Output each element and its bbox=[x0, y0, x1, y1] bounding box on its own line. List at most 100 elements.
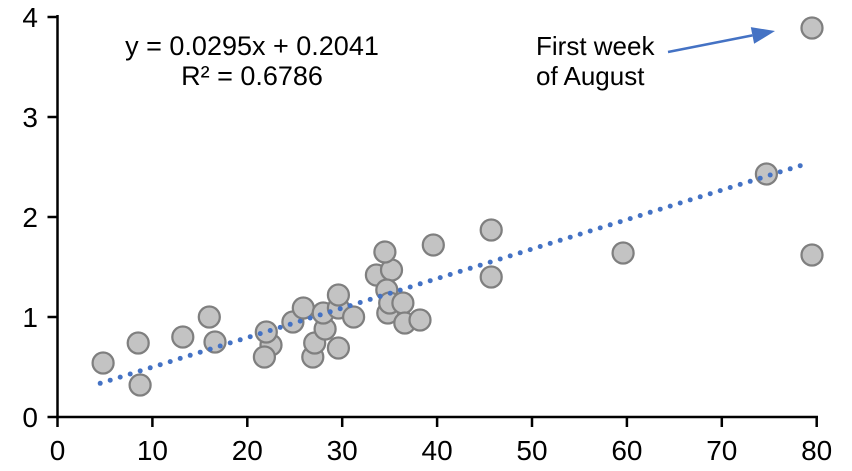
trendline-dot bbox=[687, 197, 693, 203]
trendline-dot bbox=[247, 334, 253, 340]
trendline-dot bbox=[447, 272, 453, 277]
data-point bbox=[373, 240, 397, 264]
trendline-dot bbox=[217, 343, 223, 349]
trendline-dot bbox=[487, 259, 493, 265]
equation-r-squared: R² = 0.6786 bbox=[181, 61, 323, 91]
trendline bbox=[97, 163, 803, 386]
trendline-dot bbox=[737, 181, 743, 187]
trendline-dot bbox=[657, 206, 663, 212]
trendline-dot bbox=[547, 240, 553, 246]
data-point bbox=[197, 305, 221, 329]
trendline-dot bbox=[437, 275, 443, 281]
y-tick-label: 1 bbox=[22, 302, 38, 333]
trendline-dot bbox=[337, 306, 343, 312]
data-point bbox=[171, 325, 195, 349]
trendline-dot bbox=[647, 209, 653, 215]
trendline-dot bbox=[477, 262, 483, 268]
trendline-dot bbox=[787, 166, 793, 172]
x-tick-label: 80 bbox=[801, 435, 832, 466]
trendline-dot bbox=[667, 203, 673, 209]
trendline-dot bbox=[157, 362, 163, 368]
y-tick-label: 3 bbox=[22, 102, 38, 133]
data-point bbox=[611, 241, 635, 265]
data-point bbox=[291, 296, 315, 320]
trendline-dot bbox=[287, 321, 293, 327]
trendline-dot bbox=[747, 178, 753, 184]
trendline-dot bbox=[637, 213, 643, 218]
trendline-dot bbox=[137, 368, 143, 374]
trendline-dot bbox=[617, 219, 623, 225]
trendline-dot bbox=[167, 359, 173, 365]
trendline-dot bbox=[557, 237, 563, 243]
trendline-dot bbox=[127, 371, 133, 377]
trendline-dot bbox=[237, 337, 243, 343]
trendline-dot bbox=[587, 228, 593, 234]
data-point bbox=[252, 345, 277, 369]
x-tick-label: 20 bbox=[232, 435, 263, 466]
data-point bbox=[128, 373, 152, 397]
trendline-dot bbox=[577, 231, 583, 237]
trendline-dot bbox=[147, 365, 153, 371]
data-point bbox=[800, 16, 824, 40]
trendline-dot bbox=[207, 346, 213, 352]
trendline-dot bbox=[227, 340, 233, 346]
trendline-dot bbox=[257, 331, 263, 337]
trendline-dot bbox=[527, 247, 533, 253]
annotation-arrow-line bbox=[667, 34, 753, 54]
data-point bbox=[91, 351, 115, 375]
x-tick-label: 10 bbox=[137, 435, 168, 466]
trendline-dot bbox=[767, 172, 773, 178]
data-point bbox=[326, 283, 351, 307]
data-point bbox=[341, 305, 366, 329]
trendline-dot bbox=[727, 185, 733, 190]
trendline-dot bbox=[497, 256, 503, 262]
y-tick-label: 2 bbox=[22, 202, 38, 233]
trendline-dot bbox=[397, 287, 403, 293]
trendline-dot bbox=[757, 175, 763, 181]
trendline-dot bbox=[307, 315, 313, 321]
data-point bbox=[408, 308, 432, 332]
trendline-dot bbox=[177, 355, 183, 361]
trendline-dot bbox=[467, 265, 473, 271]
trendline-dot bbox=[777, 169, 783, 175]
data-point bbox=[254, 320, 278, 344]
trendline-dot bbox=[327, 309, 333, 315]
x-tick-label: 0 bbox=[50, 435, 66, 466]
trendline-dot bbox=[377, 293, 383, 299]
data-point bbox=[479, 218, 503, 242]
x-tick-label: 30 bbox=[327, 435, 358, 466]
data-point bbox=[800, 243, 824, 267]
data-point bbox=[126, 331, 150, 355]
trendline-dot bbox=[417, 281, 423, 287]
trendline-dot bbox=[697, 194, 703, 200]
y-tick-label: 4 bbox=[22, 2, 38, 33]
trendline-dot bbox=[607, 222, 613, 228]
trendline-dot bbox=[357, 300, 363, 305]
data-point bbox=[326, 336, 351, 360]
data-point bbox=[391, 291, 415, 315]
trendline-dot bbox=[507, 253, 513, 259]
annotation-text-line2: of August bbox=[536, 61, 645, 91]
x-tick-label: 50 bbox=[516, 435, 547, 466]
trendline-dot bbox=[717, 188, 723, 194]
trendline-dot bbox=[347, 303, 353, 309]
trendline-dot bbox=[427, 278, 433, 284]
data-point bbox=[421, 233, 445, 257]
trendline-dot bbox=[517, 250, 523, 256]
trendline-dot bbox=[457, 268, 463, 274]
data-point bbox=[754, 162, 779, 186]
trendline-dot bbox=[107, 377, 113, 383]
x-tick-label: 40 bbox=[422, 435, 453, 466]
x-tick-label: 60 bbox=[611, 435, 642, 466]
annotation-arrow-head bbox=[750, 27, 775, 44]
trendline-dot bbox=[567, 234, 573, 240]
trendline-dot bbox=[627, 216, 633, 222]
trendline-dot bbox=[677, 200, 683, 206]
y-axis: 0 1 2 3 4 bbox=[22, 2, 59, 433]
annotation-text-line1: First week bbox=[536, 31, 655, 61]
equation-formula: y = 0.0295x + 0.2041 bbox=[125, 31, 379, 61]
